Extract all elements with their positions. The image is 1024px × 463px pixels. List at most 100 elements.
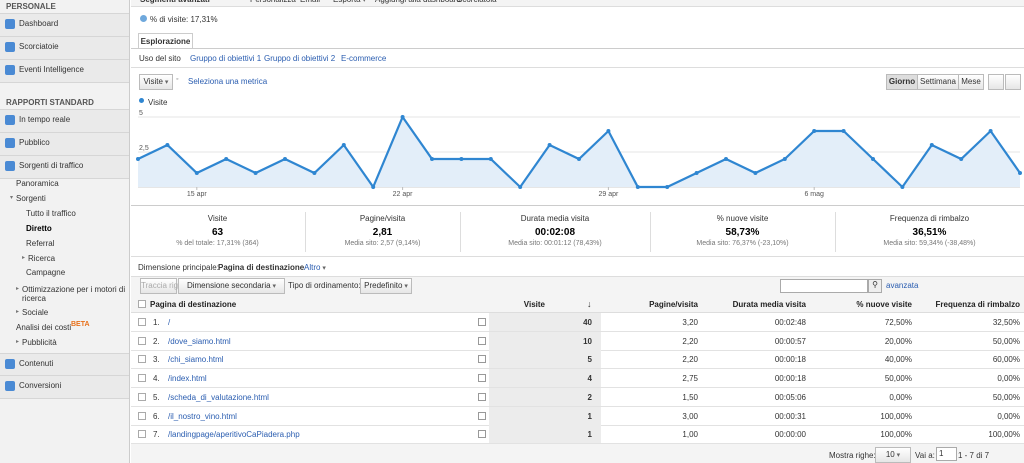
subtab[interactable]: E-commerce [341,54,387,63]
cell: 2 [587,392,592,402]
page-range: 1 - 7 di 7 [958,451,990,460]
sort-label: Tipo di ordinamento: [288,281,361,290]
cell: 2,75 [682,374,698,384]
column-header[interactable]: Durata media visita [732,300,806,309]
select-metric[interactable]: Seleziona una metrica [188,77,268,86]
sidebar-item[interactable]: Panoramica [16,179,59,188]
sidebar-item[interactable]: Scorciatoie [19,42,59,51]
page-link[interactable]: /scheda_di_valutazione.html [168,392,269,402]
search-box[interactable] [780,279,868,293]
rows-select[interactable]: 10 [875,447,911,463]
sidebar-item[interactable]: Conversioni [19,381,62,390]
copy-icon [478,374,486,383]
period-button[interactable]: Giorno [886,74,918,90]
row-checkbox[interactable] [138,430,146,439]
data-point [459,157,464,161]
row-checkbox[interactable] [138,355,146,364]
row-checkbox[interactable] [138,392,146,401]
summary-value: 58,73% [725,227,760,238]
cell: 40,00% [884,355,912,365]
sidebar-item[interactable]: In tempo reale [19,115,71,124]
page-link[interactable]: /index.html [168,374,207,384]
sidebar-box [0,109,129,133]
column-header[interactable]: Pagina di destinazione [150,300,237,309]
cell: 00:00:18 [774,355,806,365]
explorer-tab[interactable]: Esplorazione [138,33,193,49]
sidebar-item[interactable]: Tutto il traffico [26,209,76,218]
top-bar-item[interactable]: Email [300,0,320,4]
sidebar-item[interactable]: Sorgenti di traffico [19,161,84,170]
subtab[interactable]: Gruppo di obiettivi 1 [190,54,262,63]
row-checkbox[interactable] [138,336,146,345]
data-point [900,185,905,189]
copy-icon [478,411,486,420]
vs-icon: ◦ [176,76,179,83]
cell: 0,00% [997,374,1020,384]
sidebar-item[interactable]: Ottimizzazione per i motori di ricerca [22,285,126,303]
sidebar-item[interactable]: Pubblico [19,138,50,147]
goto-input[interactable]: 1 [936,447,957,461]
advanced-search[interactable]: avanzata [886,281,919,290]
top-bar-item[interactable]: Aggiungi alla dashboard [375,0,461,4]
line-chart: 2,5 5 15 apr 22 apr 29 apr 6 mag [136,110,1022,198]
visits-cell-bg [489,350,601,369]
header-checkbox[interactable] [138,300,146,308]
visits-cell-bg [489,387,601,406]
metric-select[interactable]: Visite [139,74,173,90]
sidebar-item[interactable]: Referral [26,239,55,248]
summary-label: Durata media visita [520,214,590,223]
sidebar-header: RAPPORTI STANDARD [6,98,94,107]
column-header[interactable]: Frequenza di rimbalzo [935,300,1020,309]
sidebar-item[interactable]: Dashboard [19,19,59,28]
period-button[interactable]: Mese [958,74,984,90]
data-point [341,143,346,147]
top-bar-item[interactable]: Scorciatoia [457,0,497,4]
column-header[interactable]: % nuove visite [856,300,912,309]
table-row [131,350,1024,370]
top-bar-item[interactable]: Personalizza [250,0,296,4]
x-tick-label: 29 apr [598,191,619,198]
summary-label: Visite [207,214,228,223]
subtab-line [131,67,1024,68]
search-button[interactable]: ⚲ [868,279,882,293]
sidebar-item[interactable]: Sociale [22,308,49,317]
sort-select[interactable]: Predefinito [360,278,412,294]
cell: 40 [583,318,592,327]
sidebar-item[interactable]: Eventi Intelligence [19,65,84,74]
sidebar-arrow: ▸ [22,255,26,261]
sidebar-item[interactable]: Analisi dei costi [16,323,72,332]
period-button[interactable]: Settimana [917,74,959,90]
plot-rows[interactable]: Traccia righe [140,278,187,294]
top-bar-item[interactable]: Esporta [333,0,366,4]
top-bar-item[interactable]: Segmenti avanzati [140,0,210,4]
sidebar-item[interactable]: Diretto [26,224,52,233]
page-link[interactable]: /landingpage/aperitivoCaPiadera.php [168,430,300,440]
subtab[interactable]: Gruppo di obiettivi 2 [264,54,336,63]
dimension-other[interactable]: Altro [304,263,326,272]
sidebar-item[interactable]: Ricerca [28,254,56,263]
data-point [253,171,258,175]
sidebar-item[interactable]: Campagne [26,268,66,277]
row-checkbox[interactable] [138,411,146,420]
page-link[interactable]: /chi_siamo.html [168,355,224,365]
chart-type-button[interactable] [988,74,1004,90]
table-row [131,313,1024,332]
page-link[interactable]: /il_nostro_vino.html [168,411,237,421]
sidebar-item[interactable]: Contenuti [19,359,54,368]
tab-line [131,48,1024,49]
sidebar-item[interactable]: Sorgenti [16,194,46,203]
page-link[interactable]: /dove_siamo.html [168,336,231,346]
summary-value: 63 [211,227,224,238]
secondary-dimension[interactable]: Dimensione secondaria [178,278,285,294]
subtab[interactable]: Uso del sito [139,54,181,63]
row-checkbox[interactable] [138,374,146,383]
row-number: 2. [153,336,160,346]
column-header[interactable]: Visite [523,300,545,309]
page-link[interactable]: / [168,318,171,327]
chart-type-button[interactable] [1005,74,1021,90]
row-checkbox[interactable] [138,318,146,326]
sidebar-box [0,155,129,179]
column-header[interactable]: Pagine/visita [649,300,698,309]
legend-label: Visite [148,98,168,107]
sidebar-item[interactable]: Pubblicità [22,338,57,347]
